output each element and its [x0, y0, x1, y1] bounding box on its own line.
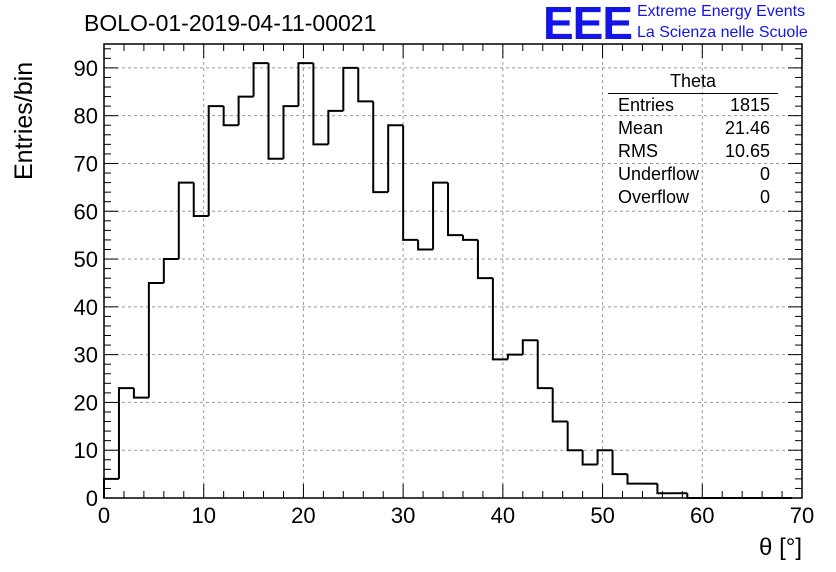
- histogram-bin: [252, 62, 269, 97]
- stats-row-overflow: Overflow 0: [608, 186, 778, 209]
- histogram-bin: [222, 106, 239, 127]
- histogram-bin: [162, 258, 179, 283]
- x-tick-label: 60: [690, 503, 714, 528]
- histogram-bin: [476, 239, 493, 280]
- stats-value: 10.65: [724, 141, 770, 161]
- stats-label: Overflow: [618, 187, 690, 207]
- stats-label: RMS: [618, 141, 658, 161]
- histogram-bin: [566, 421, 583, 452]
- histogram-bin: [417, 239, 434, 251]
- stats-row-entries: Entries 1815: [608, 94, 778, 117]
- histogram-bin: [521, 339, 538, 355]
- histogram-bin: [596, 449, 613, 465]
- histogram-bin: [372, 101, 389, 194]
- y-tick-label: 70: [74, 151, 98, 176]
- histogram-bin: [177, 181, 194, 260]
- histogram-bin: [297, 62, 314, 107]
- x-tick-label: 10: [191, 503, 215, 528]
- y-tick-label: 90: [74, 56, 98, 81]
- stats-value: 0: [759, 164, 770, 184]
- x-tick-label: 20: [291, 503, 315, 528]
- stats-label: Underflow: [618, 164, 700, 184]
- histogram-bin: [117, 387, 134, 479]
- stats-value: 0: [759, 187, 770, 207]
- histogram-bin: [327, 109, 344, 145]
- x-axis-label: θ [°]: [759, 534, 802, 561]
- stats-title: Theta: [608, 70, 778, 94]
- stats-row-rms: RMS 10.65: [608, 140, 778, 163]
- histogram-bin: [387, 124, 404, 193]
- histogram-bin: [132, 388, 149, 399]
- x-tick-label: 40: [491, 503, 515, 528]
- plot-frame: [103, 43, 803, 499]
- stats-box: Theta Entries 1815 Mean 21.46 RMS 10.65 …: [608, 70, 778, 209]
- stats-label: Mean: [618, 118, 664, 138]
- histogram-bin: [342, 66, 359, 111]
- histogram-bin: [207, 105, 224, 217]
- histogram-bin: [626, 474, 643, 485]
- stats-value: 21.46: [724, 118, 770, 138]
- x-tick-label: 0: [98, 503, 110, 528]
- y-tick-label: 0: [86, 486, 98, 511]
- histogram-bin: [432, 181, 449, 250]
- histogram-bin: [656, 483, 673, 495]
- x-tick-label: 70: [790, 503, 814, 528]
- histogram-bin: [402, 125, 419, 241]
- histogram-bin: [491, 278, 508, 361]
- stats-row-mean: Mean 21.46: [608, 117, 778, 140]
- y-tick-label: 10: [74, 438, 98, 463]
- plot-title: BOLO-01-2019-04-11-00021: [84, 10, 377, 36]
- histogram-bin: [611, 450, 628, 476]
- y-tick-label: 60: [74, 199, 98, 224]
- x-tick-label: 30: [391, 503, 415, 528]
- histogram-bin: [447, 182, 463, 237]
- y-tick-label: 80: [74, 104, 98, 129]
- y-axis-label: Entries/bin: [10, 61, 38, 180]
- histogram-bin: [461, 235, 478, 241]
- x-tick-label: 50: [590, 503, 614, 528]
- histogram-bin: [581, 450, 598, 466]
- histogram-bin: [282, 105, 299, 159]
- histogram-bin: [506, 353, 523, 360]
- logo-line-2: La Scienza nelle Scuole: [637, 24, 808, 41]
- y-tick-label: 30: [74, 343, 98, 368]
- y-tick-label: 50: [74, 247, 98, 272]
- stats-label: Entries: [618, 95, 675, 115]
- stats-row-underflow: Underflow 0: [608, 163, 778, 186]
- histogram-bin: [551, 388, 568, 423]
- histogram-bin: [312, 63, 329, 146]
- logo-line-1: Extreme Energy Events: [637, 3, 806, 20]
- histogram-bin: [357, 67, 374, 103]
- histogram-bin: [267, 63, 284, 160]
- y-tick-label: 40: [74, 295, 98, 320]
- histogram-bin: [237, 95, 254, 126]
- histogram-bin: [536, 340, 553, 390]
- eee-logo: EEE: [543, 0, 633, 49]
- histogram-bin: [147, 281, 164, 398]
- y-tick-label: 20: [74, 390, 98, 415]
- histogram-bin: [192, 182, 209, 218]
- stats-value: 1815: [729, 95, 770, 115]
